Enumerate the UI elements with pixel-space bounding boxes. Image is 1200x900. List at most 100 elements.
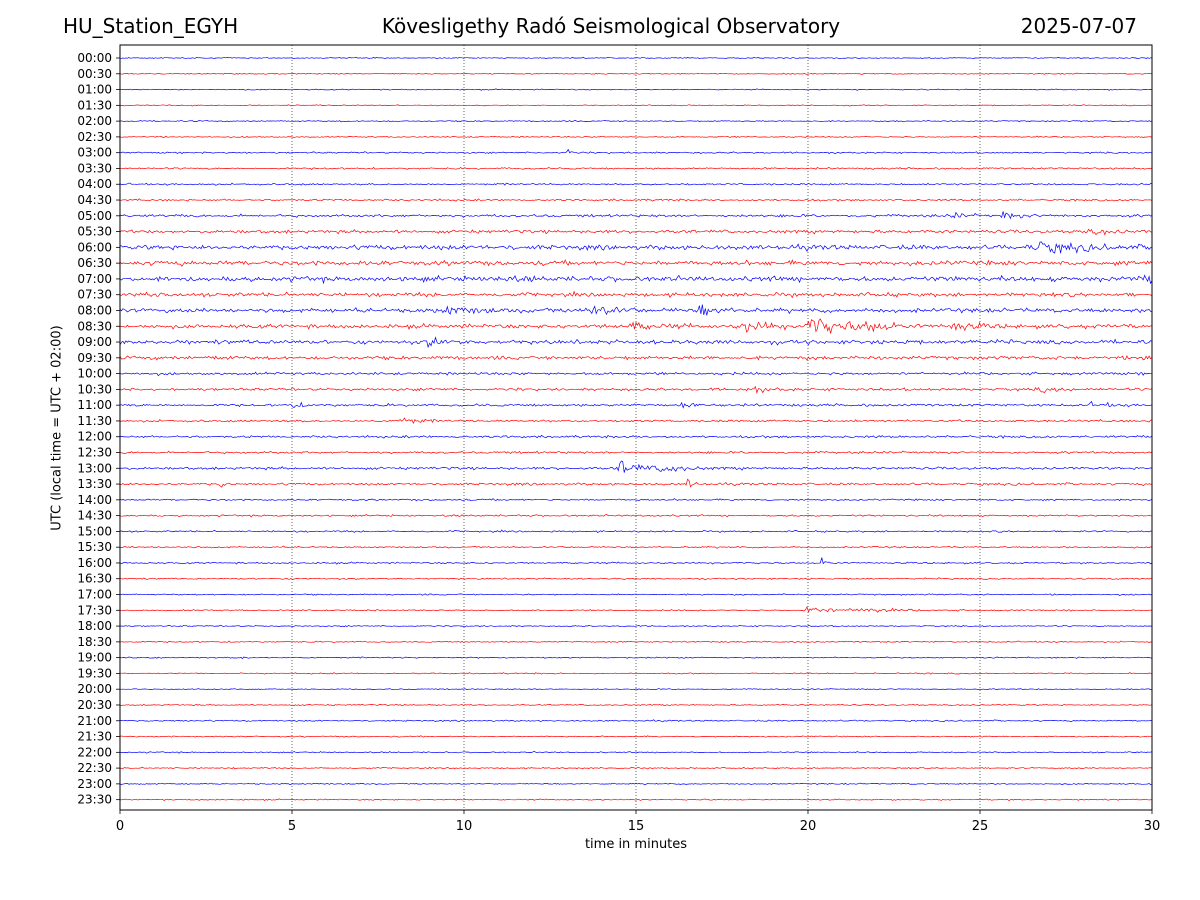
trace-1530 bbox=[119, 545, 1153, 549]
y-tick-label: 08:30 bbox=[77, 319, 112, 333]
trace-0700 bbox=[119, 274, 1153, 285]
y-tick-label: 16:30 bbox=[77, 572, 112, 586]
y-tick-label: 21:00 bbox=[77, 714, 112, 728]
trace-0130 bbox=[119, 104, 1153, 107]
y-tick-label: 17:30 bbox=[77, 603, 112, 617]
trace-0600 bbox=[119, 241, 1153, 254]
x-tick-label: 10 bbox=[456, 819, 473, 834]
trace-2300 bbox=[119, 782, 1153, 786]
trace-0400 bbox=[119, 182, 1152, 186]
trace-0000 bbox=[120, 56, 1153, 60]
y-tick-label: 01:30 bbox=[77, 98, 112, 112]
x-tick-label: 0 bbox=[116, 819, 124, 834]
trace-2100 bbox=[119, 719, 1153, 723]
y-tick-label: 05:00 bbox=[77, 209, 112, 223]
observatory-title: Kövesligethy Radó Seismological Observat… bbox=[381, 14, 841, 38]
y-tick-label: 20:30 bbox=[77, 698, 112, 712]
trace-0300 bbox=[119, 148, 1153, 155]
y-tick-label: 07:30 bbox=[77, 288, 112, 302]
y-tick-label: 23:00 bbox=[77, 777, 112, 791]
trace-1230 bbox=[119, 450, 1153, 455]
trace-1430 bbox=[119, 513, 1152, 518]
y-tick-label: 10:00 bbox=[77, 367, 112, 381]
trace-0200 bbox=[120, 119, 1153, 123]
trace-2030 bbox=[119, 703, 1153, 707]
trace-1600 bbox=[119, 557, 1153, 565]
y-tick-label: 04:00 bbox=[77, 177, 112, 191]
trace-1730 bbox=[119, 606, 1153, 613]
x-tick-label: 20 bbox=[800, 819, 817, 834]
trace-0900 bbox=[119, 336, 1153, 349]
y-tick-label: 11:00 bbox=[77, 398, 112, 412]
trace-1200 bbox=[119, 434, 1153, 439]
y-axis-label: UTC (local time = UTC + 02:00) bbox=[49, 325, 65, 531]
trace-0330 bbox=[120, 166, 1153, 170]
y-tick-label: 03:30 bbox=[77, 161, 112, 175]
y-tick-label: 12:30 bbox=[77, 446, 112, 460]
y-tick-label: 18:00 bbox=[77, 619, 112, 633]
y-tick-label: 23:30 bbox=[77, 793, 112, 807]
trace-1130 bbox=[119, 417, 1153, 424]
y-tick-label: 14:30 bbox=[77, 509, 112, 523]
y-tick-label: 18:30 bbox=[77, 635, 112, 649]
x-tick-label: 30 bbox=[1144, 819, 1161, 834]
trace-1000 bbox=[119, 371, 1153, 377]
y-tick-label: 13:00 bbox=[77, 461, 112, 475]
trace-0430 bbox=[119, 198, 1153, 202]
y-tick-label: 22:00 bbox=[77, 745, 112, 759]
y-tick-label: 07:00 bbox=[77, 272, 112, 286]
x-tick-label: 5 bbox=[288, 819, 296, 834]
plot-date: 2025-07-07 bbox=[1020, 14, 1137, 38]
y-tick-label: 08:00 bbox=[77, 303, 112, 317]
trace-1030 bbox=[119, 385, 1153, 395]
trace-2000 bbox=[119, 688, 1153, 691]
trace-1100 bbox=[119, 400, 1153, 409]
trace-1930 bbox=[120, 672, 1153, 675]
trace-2230 bbox=[119, 766, 1152, 770]
y-tick-label: 17:00 bbox=[77, 588, 112, 602]
y-tick-label: 13:30 bbox=[77, 477, 112, 491]
y-tick-label: 09:00 bbox=[77, 335, 112, 349]
y-tick-label: 20:00 bbox=[77, 682, 112, 696]
y-tick-label: 10:30 bbox=[77, 382, 112, 396]
trace-1630 bbox=[119, 577, 1153, 581]
trace-2330 bbox=[119, 798, 1153, 802]
y-tick-label: 14:00 bbox=[77, 493, 112, 507]
trace-2200 bbox=[119, 751, 1153, 754]
x-tick-label: 15 bbox=[628, 819, 645, 834]
x-tick-label: 25 bbox=[972, 819, 989, 834]
y-tick-label: 06:00 bbox=[77, 240, 112, 254]
trace-0800 bbox=[119, 304, 1153, 316]
y-tick-label: 03:00 bbox=[77, 146, 112, 160]
trace-0730 bbox=[120, 290, 1153, 299]
trace-0230 bbox=[119, 135, 1153, 139]
y-tick-label: 15:30 bbox=[77, 540, 112, 554]
y-tick-label: 00:30 bbox=[77, 67, 112, 81]
trace-1300 bbox=[119, 460, 1153, 473]
x-axis-label: time in minutes bbox=[584, 837, 688, 852]
y-tick-label: 15:00 bbox=[77, 524, 112, 538]
y-tick-label: 12:00 bbox=[77, 430, 112, 444]
y-tick-label: 09:30 bbox=[77, 351, 112, 365]
y-tick-label: 04:30 bbox=[77, 193, 112, 207]
trace-1800 bbox=[119, 624, 1153, 628]
station-name: HU_Station_EGYH bbox=[63, 14, 239, 38]
y-tick-label: 21:30 bbox=[77, 730, 112, 744]
y-tick-label: 22:30 bbox=[77, 761, 112, 775]
trace-1900 bbox=[119, 656, 1153, 660]
trace-1400 bbox=[119, 498, 1153, 502]
trace-0500 bbox=[119, 211, 1153, 220]
trace-1700 bbox=[119, 593, 1153, 597]
y-tick-label: 16:00 bbox=[77, 556, 112, 570]
y-tick-label: 02:00 bbox=[77, 114, 112, 128]
trace-2130 bbox=[119, 735, 1153, 738]
trace-0030 bbox=[119, 72, 1153, 75]
trace-0930 bbox=[119, 355, 1153, 361]
y-tick-label: 19:30 bbox=[77, 666, 112, 680]
y-tick-label: 00:00 bbox=[77, 51, 112, 65]
trace-1330 bbox=[120, 478, 1153, 488]
trace-0530 bbox=[119, 228, 1153, 236]
trace-1830 bbox=[119, 640, 1153, 644]
y-tick-label: 05:30 bbox=[77, 225, 112, 239]
